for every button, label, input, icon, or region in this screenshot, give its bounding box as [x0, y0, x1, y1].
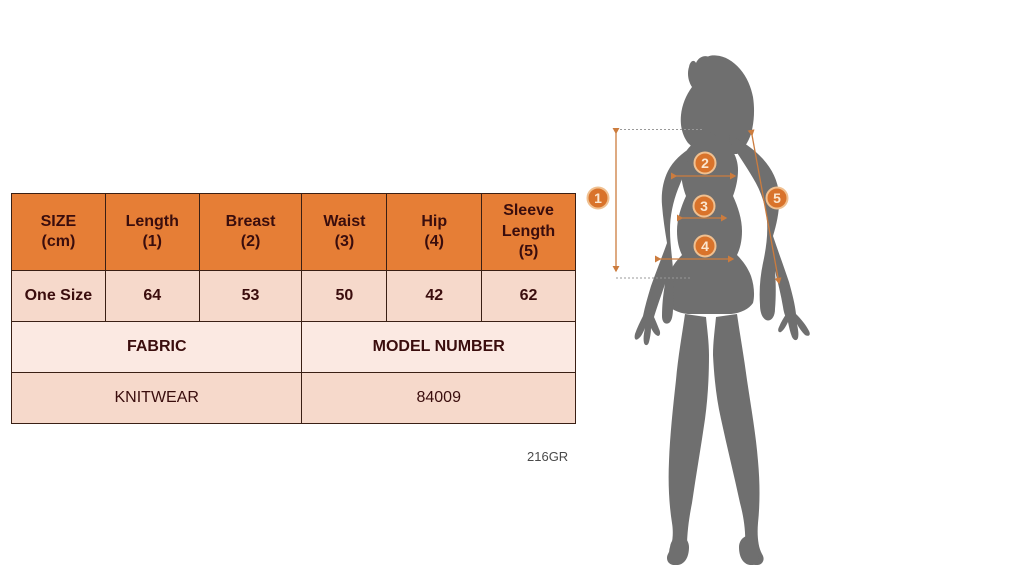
- svg-text:1: 1: [594, 190, 602, 206]
- svg-text:3: 3: [700, 198, 708, 214]
- svg-text:4: 4: [701, 238, 709, 254]
- svg-text:5: 5: [773, 190, 781, 206]
- svg-text:2: 2: [701, 155, 709, 171]
